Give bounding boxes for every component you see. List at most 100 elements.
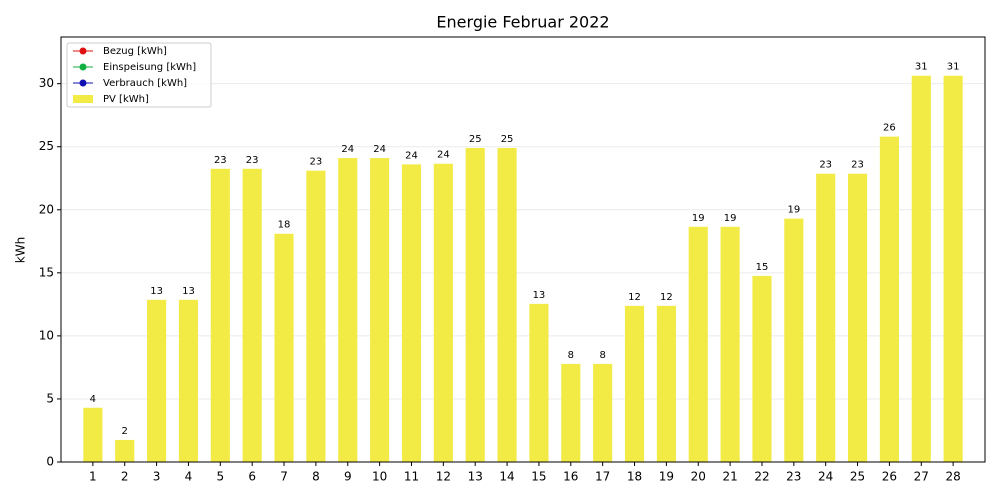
x-tick-label: 9 [344, 470, 352, 484]
x-tick-label: 3 [153, 470, 161, 484]
x-tick-label: 22 [754, 470, 769, 484]
x-tick-label: 28 [945, 470, 960, 484]
value-label: 19 [724, 213, 737, 224]
x-tick-label: 17 [595, 470, 610, 484]
x-tick-label: 5 [216, 470, 224, 484]
x-tick-label: 20 [691, 470, 706, 484]
value-label: 19 [787, 205, 800, 216]
x-tick-label: 12 [436, 470, 451, 484]
bar [784, 218, 804, 462]
legend-label: Bezug [kWh] [103, 46, 167, 57]
bar [816, 173, 836, 462]
x-tick-label: 24 [818, 470, 833, 484]
x-tick-label: 1 [89, 470, 97, 484]
x-tick-label: 19 [659, 470, 674, 484]
x-tick-label: 16 [563, 470, 578, 484]
bar [529, 303, 549, 462]
value-label: 8 [599, 350, 605, 361]
y-tick-label: 30 [39, 76, 54, 90]
bar [847, 173, 868, 462]
x-tick-label: 27 [914, 470, 929, 484]
legend-box [66, 42, 212, 108]
value-label: 15 [756, 262, 769, 273]
x-tick-label: 2 [121, 470, 129, 484]
bar [656, 305, 676, 462]
chart-title: Energie Februar 2022 [436, 13, 609, 32]
bar [688, 226, 708, 462]
bar [401, 164, 422, 462]
value-label: 24 [437, 150, 450, 161]
bar [83, 407, 103, 462]
x-tick-label: 7 [280, 470, 288, 484]
bar [115, 439, 135, 462]
bar [242, 168, 262, 462]
x-tick-label: 23 [786, 470, 801, 484]
value-label: 26 [883, 123, 896, 134]
value-label: 23 [214, 155, 227, 166]
value-label: 2 [122, 426, 128, 437]
x-tick-label: 18 [627, 470, 642, 484]
bar [370, 158, 390, 463]
value-label: 23 [310, 157, 323, 168]
bar [433, 163, 453, 462]
bar [338, 158, 358, 463]
plot-frame [60, 36, 986, 463]
bar [720, 226, 740, 462]
y-tick-label: 25 [39, 139, 54, 153]
value-label: 23 [246, 155, 259, 166]
value-label: 31 [915, 62, 928, 73]
value-label: 24 [405, 150, 418, 161]
value-label: 23 [819, 160, 832, 171]
bar [497, 147, 517, 462]
x-tick-label: 6 [248, 470, 256, 484]
x-tick-label: 13 [468, 470, 483, 484]
bar [147, 299, 167, 462]
value-label: 13 [182, 286, 195, 297]
value-label: 12 [660, 292, 673, 303]
bar [752, 275, 772, 462]
value-label: 31 [947, 62, 960, 73]
y-tick-label: 15 [39, 265, 54, 279]
value-label: 25 [501, 134, 514, 145]
value-label: 23 [851, 160, 864, 171]
legend-marker [79, 63, 87, 71]
y-tick-label: 10 [39, 328, 54, 342]
bar [210, 168, 230, 462]
x-tick-label: 10 [372, 470, 387, 484]
x-tick-label: 25 [850, 470, 865, 484]
value-label: 13 [533, 290, 546, 301]
value-label: 4 [90, 394, 96, 405]
legend-label: Verbrauch [kWh] [103, 78, 187, 89]
y-tick-label: 0 [46, 455, 54, 469]
value-label: 18 [278, 220, 291, 231]
x-tick-label: 26 [882, 470, 897, 484]
bar [561, 363, 581, 462]
value-label: 19 [692, 213, 705, 224]
x-tick-label: 15 [531, 470, 546, 484]
legend-marker [79, 47, 87, 55]
x-tick-label: 8 [312, 470, 320, 484]
legend-swatch [73, 95, 93, 103]
bar [593, 363, 613, 462]
y-tick-label: 5 [46, 391, 54, 405]
x-tick-label: 14 [499, 470, 514, 484]
legend-label: Einspeisung [kWh] [103, 62, 196, 73]
value-label: 25 [469, 134, 482, 145]
value-label: 8 [568, 350, 574, 361]
bar [465, 147, 485, 462]
bar [624, 305, 645, 462]
value-label: 24 [341, 144, 354, 155]
bar [274, 233, 294, 462]
value-label: 12 [628, 292, 641, 303]
bar [178, 299, 199, 462]
bar [879, 136, 899, 462]
x-tick-label: 4 [185, 470, 193, 484]
legend-label: PV [kWh] [103, 94, 149, 105]
value-label: 24 [373, 144, 386, 155]
y-tick-label: 20 [39, 202, 54, 216]
bar [306, 170, 326, 463]
y-axis-label: kWh [14, 237, 28, 263]
bar [943, 75, 963, 462]
bar [911, 75, 931, 462]
